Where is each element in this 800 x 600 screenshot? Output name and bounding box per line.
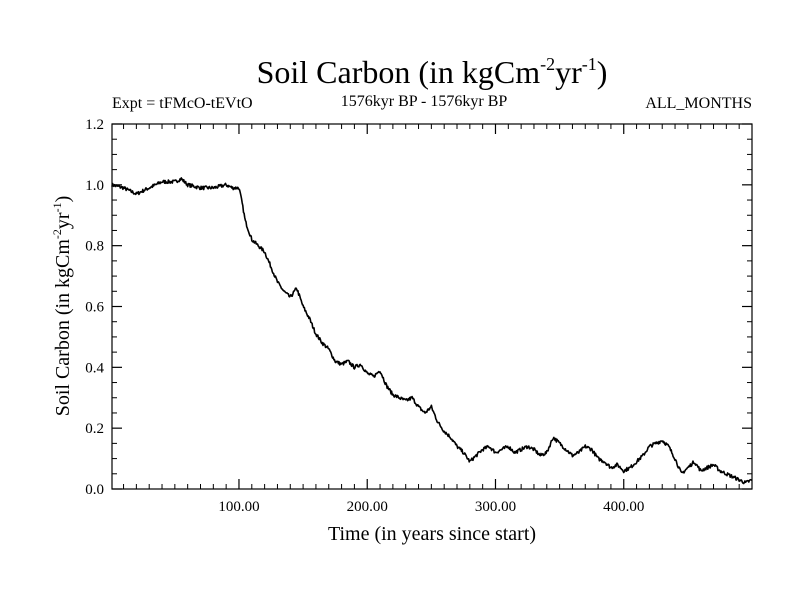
y-axis-label: Soil Carbon (in kgCm-2yr-1) [50,196,74,417]
y-tick-label: 0.4 [85,360,104,376]
y-tick-label: 1.0 [85,178,104,194]
x-tick-label: 300.00 [475,499,516,515]
y-tick-label: 0.6 [85,300,104,316]
series-line [111,177,753,485]
axis-ticks [112,123,752,490]
series-group [111,177,753,485]
x-axis-label: Time (in years since start) [328,523,536,545]
plot-frame [111,123,753,490]
y-tick-label: 0.2 [85,421,104,437]
y-tick-label: 0.8 [85,239,104,255]
y-tick-label: 0.0 [85,482,104,498]
y-tick-label: 1.2 [85,117,104,133]
subtitle-months: ALL_MONTHS [645,95,752,112]
chart-title: Soil Carbon (in kgCm-2yr-1) [257,54,608,90]
subtitle-period: 1576kyr BP - 1576kyr BP [341,93,508,110]
tick-labels: 100.00 200.00 300.00 400.00 0.0 0.2 0.4 0.6 0.8 1… [85,117,644,515]
subtitle-experiment: Expt = tFMcO-tEVtO [112,95,253,112]
x-tick-label: 400.00 [603,499,644,515]
x-tick-label: 100.00 [218,499,259,515]
x-tick-label: 200.00 [347,499,388,515]
